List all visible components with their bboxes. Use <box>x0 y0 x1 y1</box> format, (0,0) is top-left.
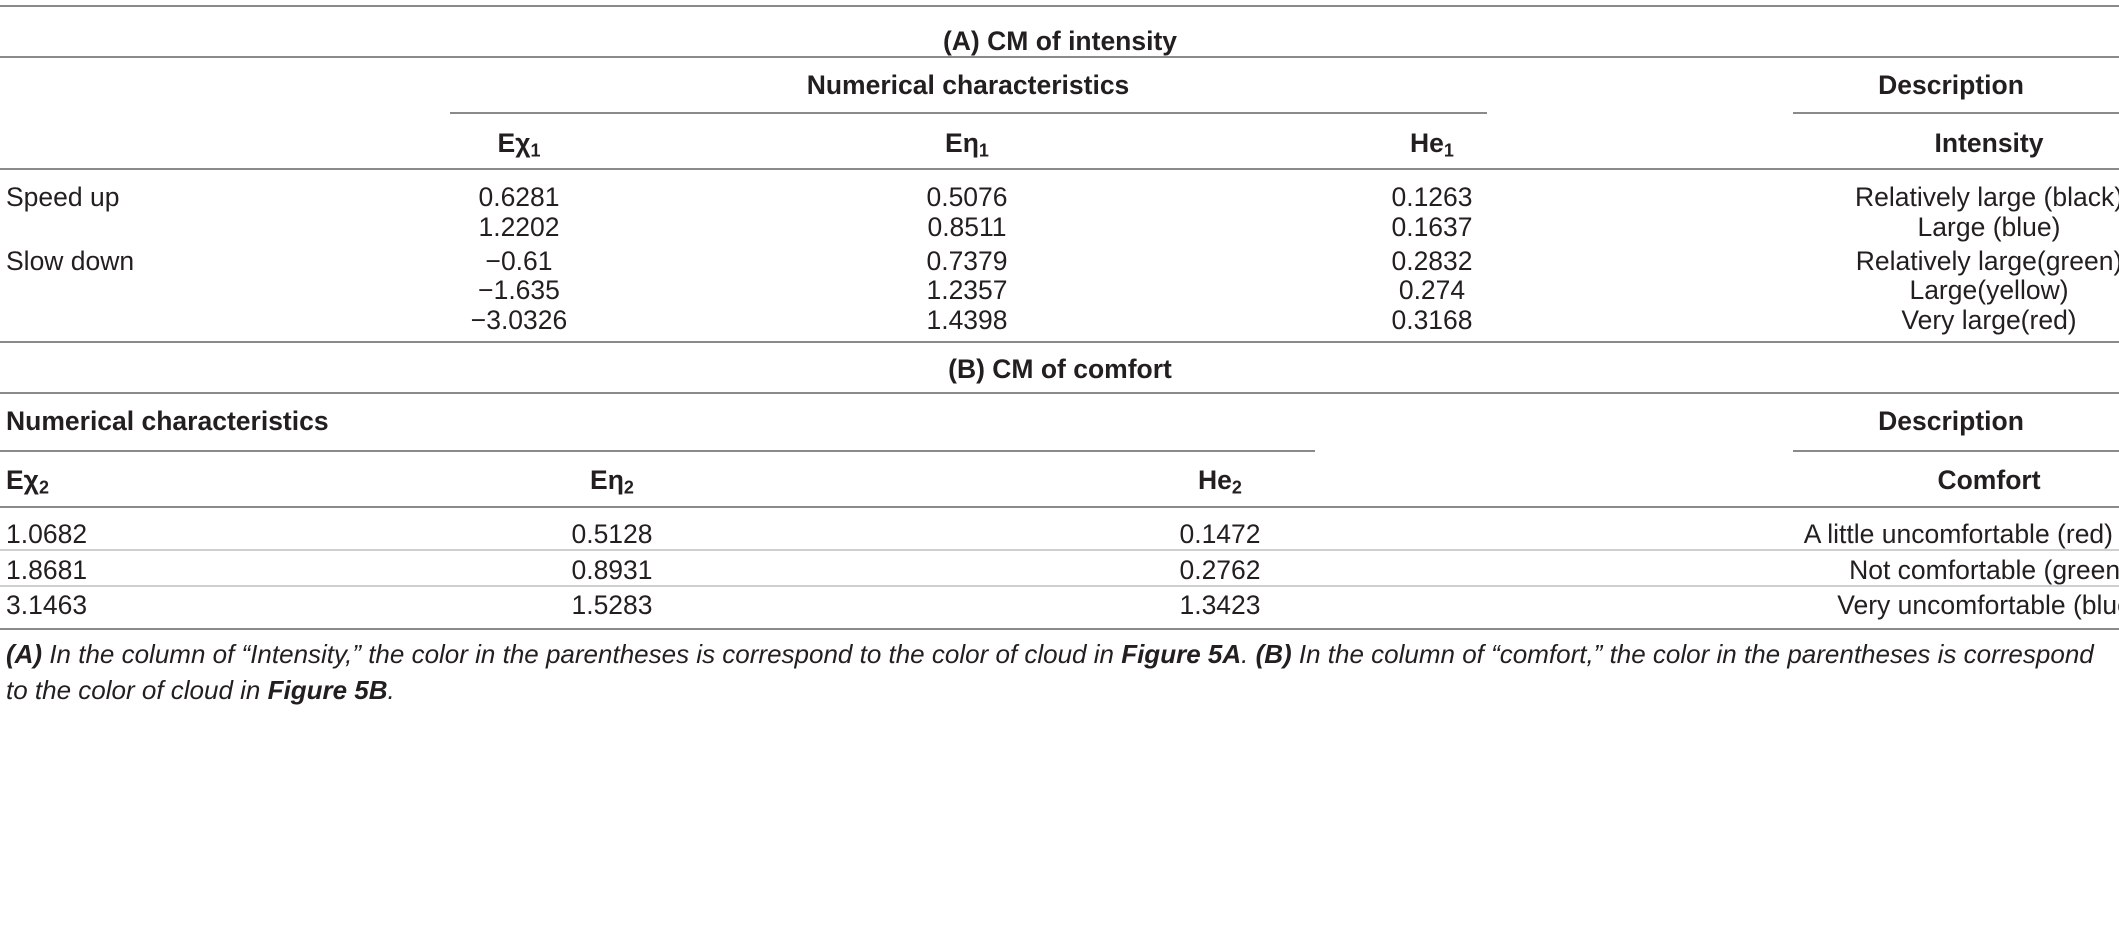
cell-ex: −1.635 <box>478 275 560 305</box>
cell-he: 0.274 <box>1398 275 1466 305</box>
rule-a-header <box>0 168 2119 170</box>
rule-b-row <box>0 549 2119 551</box>
cell-desc: Relatively large(green) <box>1855 246 2119 276</box>
cell-ex: −0.61 <box>485 246 553 276</box>
section-b-title: (B) CM of comfort <box>948 354 1172 384</box>
cell-desc: Large (blue) <box>1917 212 2061 242</box>
cell-ex: 3.1463 <box>6 590 88 620</box>
cell-ex: 0.6281 <box>478 182 560 212</box>
rule-b-header <box>0 506 2119 508</box>
cell-desc: Large(yellow) <box>1909 275 2069 305</box>
cell-ex: 1.0682 <box>6 519 88 549</box>
cell-ex: −3.0326 <box>470 305 568 335</box>
section-a-col-en: Eη1 <box>945 128 989 161</box>
cell-en: 0.8511 <box>927 212 1007 242</box>
rule-a-bottom <box>0 341 2119 343</box>
cell-he: 0.3168 <box>1391 305 1473 335</box>
row-label: Slow down <box>6 246 135 276</box>
cell-he: 0.2762 <box>1179 555 1261 585</box>
rule-b-row <box>0 585 2119 587</box>
section-b-col-he: He2 <box>1198 465 1242 498</box>
cell-desc: Very uncomfortable (blue) <box>1837 590 2119 620</box>
table-footnote: (A) In the column of “Intensity,” the co… <box>6 636 2114 708</box>
cell-he: 0.1637 <box>1391 212 1473 242</box>
cell-he: 1.3423 <box>1179 590 1261 620</box>
rule-b-bottom <box>0 628 2119 630</box>
cell-ex: 1.2202 <box>478 212 560 242</box>
footnote-a-marker: (A) <box>6 639 43 669</box>
cell-en: 1.2357 <box>926 275 1008 305</box>
footnote-a-text: In the column of “Intensity,” the color … <box>42 639 1122 669</box>
section-a-title: (A) CM of intensity <box>942 26 1178 56</box>
cell-he: 0.1263 <box>1391 182 1473 212</box>
cell-en: 1.4398 <box>926 305 1008 335</box>
row-label: Speed up <box>6 182 120 212</box>
section-a-col-ex: Eχ1 <box>497 128 541 161</box>
footnote-b-figure-ref: Figure 5B <box>267 675 388 705</box>
cell-desc: Not comfortable (green) <box>1849 555 2119 585</box>
rule-b-title <box>0 392 2119 394</box>
cell-desc: A little uncomfortable (red) <box>1803 519 2113 549</box>
section-b-col-en: Eη2 <box>590 465 634 498</box>
footnote-a-end: . <box>1241 639 1256 669</box>
cell-desc: Very large(red) <box>1901 305 2077 335</box>
rule-a-group <box>450 112 1487 114</box>
section-a-description-header: Description <box>1878 70 2024 100</box>
section-a-group-header: Numerical characteristics <box>806 70 1130 100</box>
cell-en: 1.5283 <box>571 590 653 620</box>
cell-desc: Relatively large (black) <box>1854 182 2119 212</box>
cell-ex: 1.8681 <box>6 555 88 585</box>
cell-en: 0.5076 <box>926 182 1008 212</box>
footnote-b-marker: (B) <box>1255 639 1292 669</box>
rule-top <box>0 5 2119 7</box>
rule-a-desc <box>1793 112 2119 114</box>
section-b-description-header: Description <box>1878 406 2024 436</box>
footnote-b-text: In the column of “comfort,” the color in… <box>6 639 2094 705</box>
cell-en: 0.5128 <box>571 519 653 549</box>
section-b-group-header: Numerical characteristics <box>6 406 329 436</box>
footnote-b-end: . <box>387 675 395 705</box>
section-a-col-desc: Intensity <box>1934 128 2044 158</box>
section-b-col-ex: Eχ2 <box>6 465 49 498</box>
cell-he: 0.2832 <box>1391 246 1473 276</box>
cell-en: 0.8931 <box>571 555 653 585</box>
cell-he: 0.1472 <box>1179 519 1261 549</box>
section-b-col-desc: Comfort <box>1937 465 2041 495</box>
section-a-col-he: He1 <box>1410 128 1454 161</box>
rule-a-title <box>0 56 2119 58</box>
rule-b-desc <box>1793 450 2119 452</box>
cell-en: 0.7379 <box>926 246 1008 276</box>
footnote-a-figure-ref: Figure 5A <box>1121 639 1242 669</box>
rule-b-group <box>0 450 1315 452</box>
